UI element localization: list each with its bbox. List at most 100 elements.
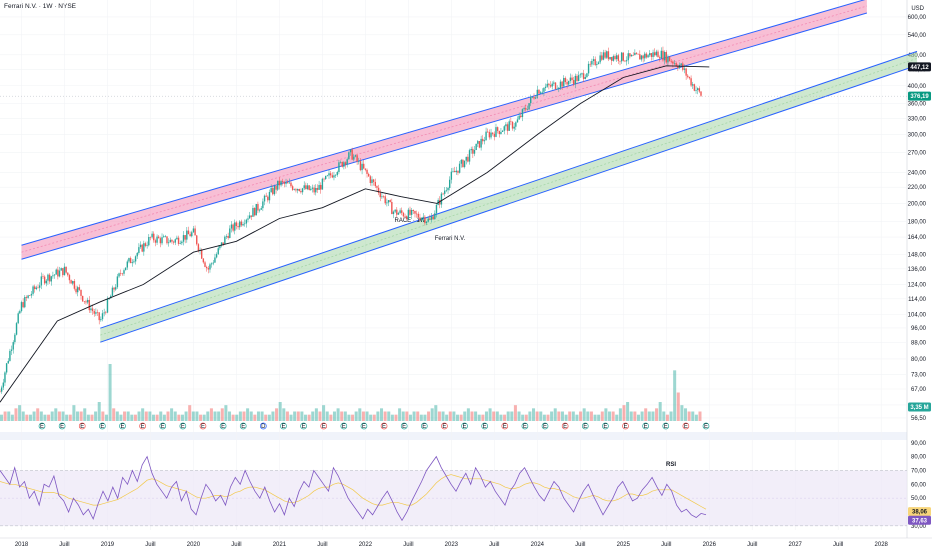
candle-down: [37, 287, 39, 289]
earnings-event-letter: E: [422, 424, 426, 430]
earnings-event-letter: E: [563, 424, 567, 430]
candle-up: [301, 188, 304, 193]
earnings-event-letter: E: [463, 424, 467, 430]
earnings-event-marker: [239, 422, 247, 430]
candle-up: [422, 216, 424, 218]
candle-up: [480, 138, 482, 148]
candle-up: [63, 266, 66, 276]
candle-up: [530, 97, 532, 104]
volume-bar: [495, 411, 499, 421]
candle-down: [197, 244, 200, 251]
volume-bar: [633, 411, 637, 421]
candle-up: [620, 52, 623, 62]
y-tick-label: 164,00: [908, 235, 927, 241]
candle-up: [277, 180, 279, 190]
volume-bar: [647, 411, 651, 421]
candle-up: [463, 160, 466, 168]
candle-up: [209, 264, 211, 270]
watermark-symbol: RACE · 1W: [394, 218, 425, 224]
volume-bar: [314, 408, 318, 421]
earnings-event-letter: E: [141, 424, 145, 430]
candle-down: [205, 266, 208, 269]
candle-up: [541, 91, 543, 93]
candle-down: [564, 77, 567, 83]
candle-up: [696, 88, 699, 90]
volume-bar: [622, 405, 626, 421]
candle-down: [300, 191, 302, 193]
volume-bar: [311, 411, 315, 421]
candle-down: [316, 188, 319, 190]
candle-up: [647, 55, 649, 58]
candle-down: [685, 68, 687, 76]
candle-up: [587, 63, 590, 74]
earnings-event-marker: [622, 422, 629, 430]
volume-bar: [456, 414, 460, 421]
volume-bar: [148, 411, 152, 421]
volume-bar: [144, 411, 148, 421]
earnings-event-marker: [581, 422, 589, 430]
candle-down: [453, 171, 456, 173]
candle-up: [270, 188, 272, 193]
volume-bar: [492, 411, 496, 421]
candle-down: [491, 132, 494, 134]
volume-bar: [430, 408, 434, 421]
candle-down: [645, 53, 648, 58]
candle-down: [232, 224, 234, 231]
candle-up: [334, 174, 337, 176]
candle-down: [43, 276, 46, 284]
volume-bar: [318, 411, 322, 421]
candle-down: [177, 237, 180, 244]
volume-bar: [416, 411, 420, 421]
upper-channel-fill: [21, 0, 867, 260]
volume-bar: [694, 414, 698, 421]
volume-bar: [94, 411, 98, 421]
earnings-event-letter: E: [664, 424, 668, 430]
volume-bar: [427, 411, 431, 421]
earnings-event-marker: [662, 422, 670, 430]
candle-down: [144, 243, 147, 246]
candle-down: [159, 238, 162, 244]
volume-bar: [488, 408, 492, 421]
earnings-event-letter: E: [302, 424, 306, 430]
candle-down: [25, 297, 28, 298]
volume-bar: [289, 414, 293, 421]
volume-bar: [130, 414, 134, 421]
candle-up: [100, 319, 102, 321]
y-tick-label: 200,00: [908, 201, 927, 207]
y-tick-label: 400,00: [908, 84, 927, 90]
candle-up: [186, 230, 188, 240]
candle-down: [187, 230, 190, 235]
candle-down: [286, 182, 289, 184]
volume-bar: [101, 411, 105, 421]
candle-down: [520, 115, 522, 118]
candle-down: [105, 312, 107, 314]
volume-bar: [698, 411, 702, 421]
candle-down: [650, 53, 653, 57]
earnings-event-letter: E: [382, 424, 386, 430]
candle-down: [257, 204, 259, 211]
candle-up: [9, 350, 11, 361]
volume-bar: [481, 414, 485, 421]
earnings-event-marker: [561, 422, 569, 430]
currency-label: USD: [911, 6, 924, 12]
candle-down: [356, 155, 358, 162]
volume-bar: [604, 408, 608, 421]
earnings-event-letter: E: [543, 424, 547, 430]
candle-down: [298, 188, 300, 192]
candle-down: [594, 59, 596, 65]
earnings-event-marker: [78, 422, 86, 430]
volume-bar: [575, 414, 579, 421]
volume-bar: [669, 411, 673, 421]
candle-up: [116, 276, 119, 288]
volume-bar: [152, 414, 156, 421]
volume-bar: [54, 408, 58, 421]
volume-bar: [231, 414, 235, 421]
candle-up: [333, 175, 335, 178]
candle-down: [677, 65, 679, 69]
candle-up: [30, 293, 33, 296]
y-tick-label: 600,00: [908, 15, 927, 21]
candle-down: [665, 52, 667, 63]
candle-down: [462, 159, 464, 168]
earnings-event-letter: E: [342, 424, 346, 430]
